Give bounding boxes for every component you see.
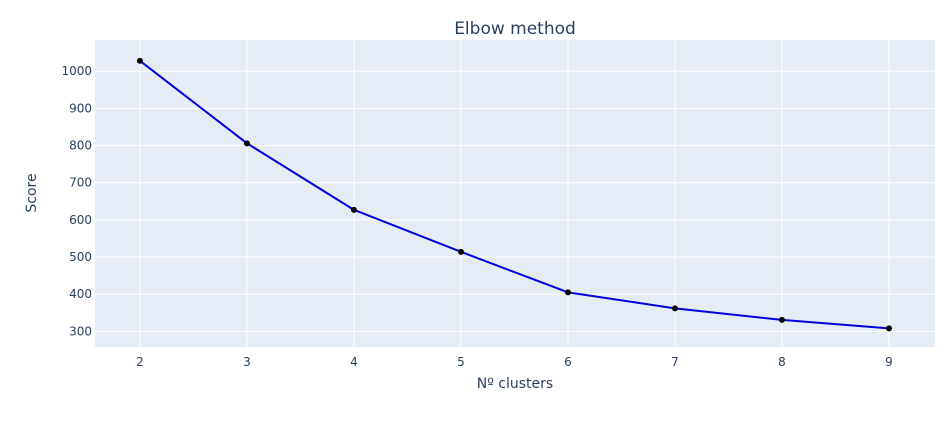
plot-area bbox=[95, 40, 935, 347]
x-tick-label-3: 3 bbox=[243, 355, 251, 369]
data-point-8[interactable] bbox=[778, 316, 785, 323]
y-tick-label-300: 300 bbox=[69, 324, 92, 338]
data-point-7[interactable] bbox=[671, 305, 678, 312]
data-point-5[interactable] bbox=[457, 248, 464, 255]
x-axis-ticks: 2 3 4 5 6 7 8 9 bbox=[136, 355, 893, 369]
data-point-4[interactable] bbox=[350, 206, 357, 213]
series-layer bbox=[136, 57, 892, 332]
x-tick-label-7: 7 bbox=[671, 355, 679, 369]
data-point-9[interactable] bbox=[885, 325, 892, 332]
data-point-2[interactable] bbox=[136, 57, 143, 64]
x-tick-label-5: 5 bbox=[457, 355, 465, 369]
y-tick-label-600: 600 bbox=[69, 213, 92, 227]
x-tick-label-9: 9 bbox=[885, 355, 893, 369]
x-tick-label-8: 8 bbox=[778, 355, 786, 369]
grid-lines bbox=[95, 40, 935, 347]
chart-title: Elbow method bbox=[454, 19, 576, 39]
x-tick-label-4: 4 bbox=[350, 355, 358, 369]
y-tick-label-700: 700 bbox=[69, 176, 92, 190]
y-tick-label-800: 800 bbox=[69, 139, 92, 153]
x-tick-label-2: 2 bbox=[136, 355, 144, 369]
data-point-3[interactable] bbox=[243, 140, 250, 147]
y-tick-label-900: 900 bbox=[69, 101, 92, 115]
data-point-6[interactable] bbox=[564, 289, 571, 296]
x-tick-label-6: 6 bbox=[564, 355, 572, 369]
series-line-0 bbox=[139, 60, 890, 330]
y-tick-label-500: 500 bbox=[69, 250, 92, 264]
y-tick-label-400: 400 bbox=[69, 287, 92, 301]
y-axis-ticks: 300 400 500 600 700 800 900 1000 bbox=[61, 64, 92, 338]
y-tick-label-1000: 1000 bbox=[61, 64, 92, 78]
x-axis-title: Nº clusters bbox=[477, 376, 553, 392]
y-axis-title: Score bbox=[24, 173, 40, 212]
